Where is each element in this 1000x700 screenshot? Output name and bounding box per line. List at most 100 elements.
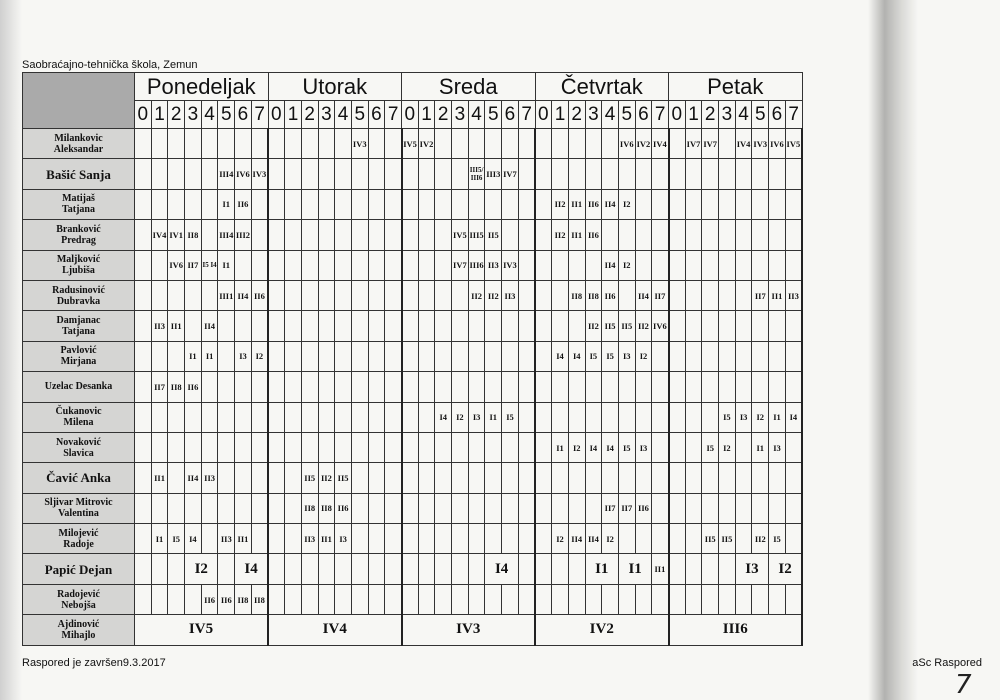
empty-cell [317,158,336,190]
lesson-cell: I2 [751,401,770,433]
empty-cell [534,188,553,221]
teacher-name: Milojević Radoje [22,523,135,555]
empty-cell [267,127,286,160]
empty-cell [751,492,770,525]
empty-cell [651,462,670,494]
empty-cell [718,158,736,190]
lesson-cell: III1 [217,279,236,312]
footer-software: aSc Raspored [912,657,982,669]
teacher-name-line: Milena [63,417,94,429]
empty-cell [584,401,603,433]
empty-cell [567,401,586,433]
empty-cell [434,158,453,190]
period-header: 2 [434,100,453,129]
lesson-cell: I3 [334,523,352,555]
empty-cell [134,127,152,160]
empty-cell [467,523,486,555]
lesson-cell: IV7 [701,127,720,160]
lesson-cell: II3 [150,310,169,342]
empty-cell [768,219,786,251]
empty-cell [200,158,219,190]
empty-cell [234,431,252,464]
empty-cell [434,462,453,494]
empty-cell [434,340,453,373]
empty-cell [751,583,770,616]
empty-cell [384,492,403,525]
lesson-cell: II3 [300,523,319,555]
lesson-cell: I1 [184,340,202,373]
teacher-row: Milojević Radoje I1 I5 I4 II3 II1 II3 II1 I3 I2 II4… [22,523,803,555]
lesson-cell: II6 [184,371,202,403]
empty-cell [768,249,786,281]
empty-cell [668,371,686,403]
empty-cell [267,310,286,342]
lesson-cell: I1 [584,553,619,585]
empty-cell [584,462,603,494]
empty-cell [734,583,753,616]
empty-cell [651,249,670,281]
empty-cell [684,583,703,616]
empty-cell [734,523,753,555]
empty-cell [734,219,753,251]
empty-cell [384,188,403,221]
lesson-cell: III5 [467,219,486,251]
empty-cell [684,462,703,494]
lesson-cell: I4 [584,431,603,464]
lesson-cell: IV6 [651,310,670,342]
empty-cell [184,158,202,190]
empty-cell [384,553,403,585]
empty-cell [401,279,419,312]
empty-cell [250,127,269,160]
school-name: Saobraćajno-tehnička škola, Zemun [22,59,198,71]
teacher-name-line: Milankovic [54,132,103,144]
empty-cell [534,462,553,494]
empty-cell [751,188,770,221]
teacher-name-line: Radoje [63,538,94,550]
empty-cell [718,188,736,221]
empty-cell [484,371,503,403]
empty-cell [651,401,670,433]
teacher-name: Papić Dejan [22,553,135,585]
empty-cell [234,127,252,160]
teacher-row: Damjanac Tatjana II3 II1 II4 II2 II5 II5 II2 IV6 [22,310,803,342]
lesson-cell: IV3 [401,614,536,646]
empty-cell [267,553,286,585]
empty-cell [517,553,536,585]
empty-cell [651,523,670,555]
empty-cell [267,492,286,525]
empty-cell [451,371,469,403]
lesson-cell: IV4 [150,219,169,251]
lesson-cell: II6 [217,583,236,616]
empty-cell [617,523,636,555]
teacher-name-line: Predrag [61,234,96,246]
empty-cell [784,583,803,616]
lesson-cell: II6 [334,492,352,525]
period-header: 1 [284,100,302,129]
empty-cell [267,158,286,190]
period-header: 1 [684,100,703,129]
scan-shade-right [868,0,918,700]
empty-cell [784,310,803,342]
lesson-cell: IV4 [267,614,403,646]
empty-cell [584,127,603,160]
empty-cell [668,583,686,616]
empty-cell [317,188,336,221]
empty-cell [267,340,286,373]
lesson-cell: II8 [250,583,269,616]
teacher-name-line: Damjanac [56,315,101,327]
empty-cell [317,310,336,342]
empty-cell [434,249,453,281]
teacher-row: Sljivar Mitrovic Valentina II8 II8 II6 II7 II7… [22,492,803,525]
empty-cell [634,249,653,281]
empty-cell [634,188,653,221]
empty-cell [350,219,369,251]
empty-cell [217,401,236,433]
lesson-cell: II2 [317,462,336,494]
empty-cell [284,583,302,616]
empty-cell [551,127,569,160]
lesson-cell: I2 [601,523,619,555]
lesson-cell: I1 [768,401,786,433]
lesson-cell: II7 [601,492,619,525]
empty-cell [517,583,536,616]
